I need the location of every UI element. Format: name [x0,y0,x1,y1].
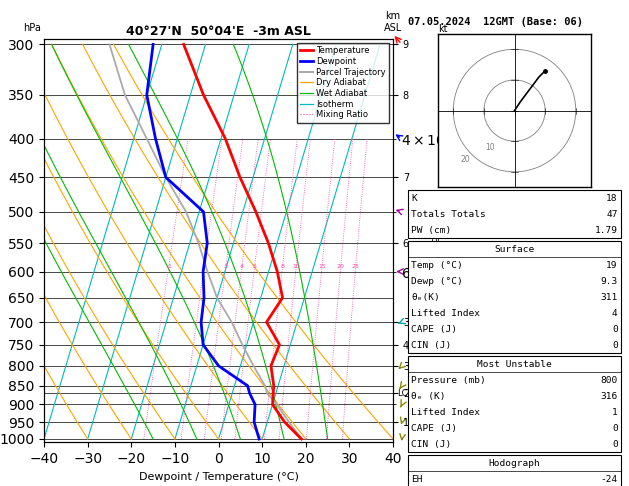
Text: Most Unstable: Most Unstable [477,360,552,369]
Text: Hodograph: Hodograph [489,459,540,468]
Text: LCL: LCL [398,389,413,398]
Text: 10: 10 [292,263,300,269]
Text: 1.79: 1.79 [594,226,618,235]
Text: Dewp (°C): Dewp (°C) [411,277,463,286]
Text: 311: 311 [601,293,618,302]
Text: 0: 0 [612,325,618,334]
Text: CIN (J): CIN (J) [411,341,452,350]
Text: K: K [411,193,417,203]
Text: EH: EH [411,475,423,484]
Text: © weatheronline.co.uk: © weatheronline.co.uk [408,471,520,480]
Text: 47: 47 [606,209,618,219]
Text: hPa: hPa [23,23,40,33]
Text: 0: 0 [612,440,618,449]
Legend: Temperature, Dewpoint, Parcel Trajectory, Dry Adiabat, Wet Adiabat, Isotherm, Mi: Temperature, Dewpoint, Parcel Trajectory… [297,43,389,122]
Text: 5: 5 [253,263,257,269]
Title: 40°27'N  50°04'E  -3m ASL: 40°27'N 50°04'E -3m ASL [126,25,311,38]
Text: Lifted Index: Lifted Index [411,408,481,417]
Text: 316: 316 [601,392,618,401]
Text: CAPE (J): CAPE (J) [411,325,457,334]
Text: Pressure (mb): Pressure (mb) [411,376,486,385]
Text: 15: 15 [318,263,326,269]
Text: CIN (J): CIN (J) [411,440,452,449]
Text: 10: 10 [485,143,495,152]
X-axis label: Dewpoint / Temperature (°C): Dewpoint / Temperature (°C) [138,471,299,482]
Text: 4: 4 [240,263,244,269]
Text: 0: 0 [612,424,618,433]
Text: Surface: Surface [494,244,535,254]
Text: 4: 4 [612,309,618,318]
Text: PW (cm): PW (cm) [411,226,452,235]
Text: 07.05.2024  12GMT (Base: 06): 07.05.2024 12GMT (Base: 06) [408,17,582,27]
Text: 2: 2 [202,263,206,269]
Text: 0: 0 [612,341,618,350]
Text: 20: 20 [460,155,470,164]
Text: kt: kt [438,24,447,34]
Text: 800: 800 [601,376,618,385]
Text: 1: 1 [612,408,618,417]
Text: Totals Totals: Totals Totals [411,209,486,219]
Text: 18: 18 [606,193,618,203]
Text: θₑ(K): θₑ(K) [411,293,440,302]
Text: 19: 19 [606,260,618,270]
Text: θₑ (K): θₑ (K) [411,392,446,401]
Text: 20: 20 [337,263,345,269]
Text: Mixing Ratio (g/kg): Mixing Ratio (g/kg) [430,218,440,304]
Text: -24: -24 [601,475,618,484]
Text: Lifted Index: Lifted Index [411,309,481,318]
Text: 1: 1 [167,263,170,269]
Text: 3: 3 [224,263,228,269]
Text: Temp (°C): Temp (°C) [411,260,463,270]
Text: CAPE (J): CAPE (J) [411,424,457,433]
Text: 25: 25 [352,263,360,269]
Text: 8: 8 [281,263,284,269]
Text: km
ASL: km ASL [384,11,403,33]
Text: 9.3: 9.3 [601,277,618,286]
